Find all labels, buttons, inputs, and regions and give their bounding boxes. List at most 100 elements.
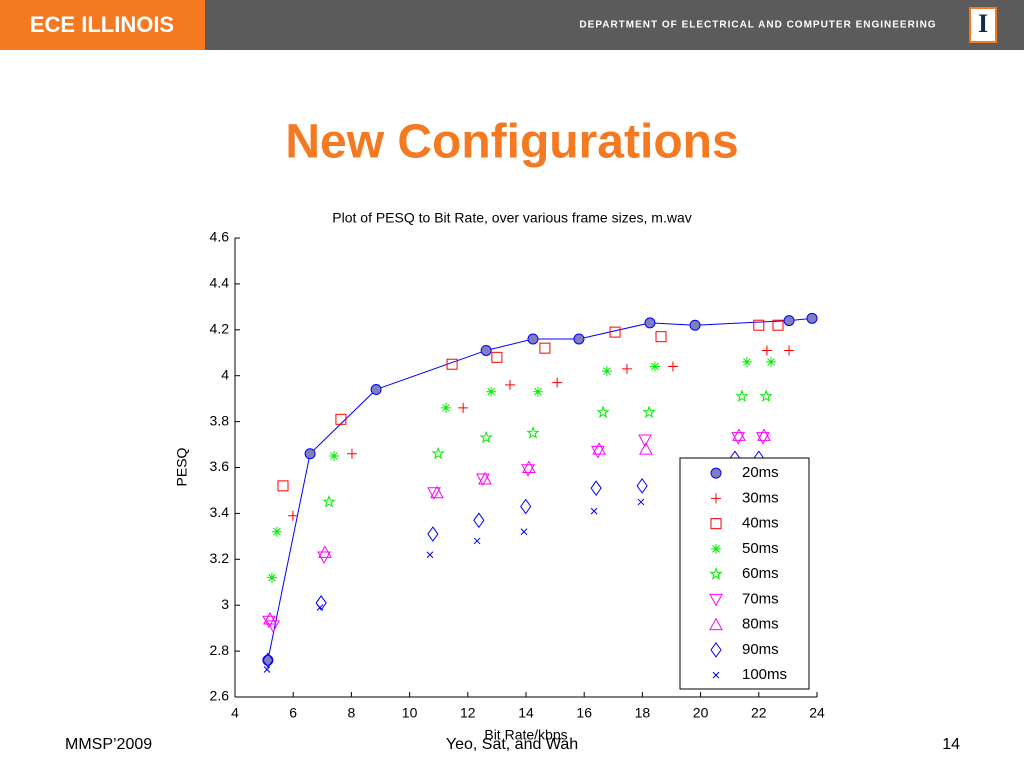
marker (601, 366, 612, 377)
marker (335, 413, 347, 425)
legend-label: 30ms (742, 489, 779, 506)
marker (263, 611, 277, 625)
marker (609, 326, 621, 338)
marker (552, 377, 563, 388)
footer-center: Yeo, Sat, and Wah (446, 736, 578, 753)
marker (592, 442, 606, 455)
marker (318, 545, 332, 558)
header-bar (205, 0, 1024, 50)
y-tick-label: 2.8 (210, 642, 230, 658)
chart-title: Plot of PESQ to Bit Rate, over various f… (332, 210, 691, 226)
footer-left: MMSP’2009 (65, 736, 152, 753)
legend-marker (710, 467, 722, 479)
marker (266, 620, 280, 633)
marker (573, 333, 585, 345)
marker (480, 344, 492, 356)
marker (504, 379, 515, 390)
legend-marker (709, 617, 723, 631)
marker (741, 356, 752, 367)
y-tick-label: 3.4 (210, 504, 230, 520)
slide-title: New Configurations (285, 116, 738, 169)
marker (304, 448, 316, 460)
marker (642, 405, 656, 419)
y-tick-label: 2.6 (210, 688, 230, 704)
marker (316, 604, 324, 611)
marker (315, 595, 327, 611)
marker (473, 537, 481, 545)
marker (521, 464, 535, 477)
marker (772, 319, 784, 331)
marker (621, 363, 632, 374)
legend-marker (710, 642, 722, 658)
marker (522, 460, 536, 473)
marker (426, 551, 434, 559)
x-tick-label: 4 (231, 705, 239, 721)
marker (756, 432, 770, 445)
legend-marker (709, 567, 723, 580)
marker (271, 526, 282, 537)
marker (590, 507, 598, 515)
marker (689, 319, 701, 331)
x-tick-label: 10 (402, 705, 418, 721)
marker (262, 652, 274, 669)
marker (783, 315, 795, 327)
footer-right: 14 (942, 736, 960, 753)
marker (759, 389, 773, 403)
marker (655, 331, 667, 343)
marker (761, 345, 772, 356)
marker (262, 615, 276, 629)
marker (431, 446, 445, 460)
marker (735, 389, 749, 403)
marker (266, 572, 277, 583)
marker (479, 430, 493, 444)
marker (473, 512, 485, 529)
x-tick-label: 24 (809, 705, 825, 721)
x-tick-label: 18 (635, 705, 651, 721)
x-tick-label: 6 (289, 705, 297, 721)
department: DEPARTMENT OF ELECTRICAL AND COMPUTER EN… (579, 20, 936, 31)
marker (636, 477, 648, 494)
marker (277, 480, 289, 492)
legend-marker (711, 543, 721, 554)
series-line (267, 317, 813, 661)
x-axis-label: Bit Rate/kbps (484, 727, 567, 743)
marker (753, 319, 765, 331)
marker (732, 428, 746, 441)
x-tick-label: 20 (693, 705, 709, 721)
marker (370, 383, 382, 395)
y-tick-label: 3 (221, 596, 229, 612)
marker (757, 428, 771, 441)
y-axis-label: PESQ (174, 447, 190, 486)
marker (649, 361, 660, 372)
marker (520, 498, 532, 515)
marker (532, 386, 543, 397)
x-tick-label: 8 (348, 705, 356, 721)
y-tick-label: 3.8 (210, 412, 230, 428)
marker (638, 434, 652, 448)
legend-marker (712, 671, 720, 679)
legend-label: 90ms (742, 641, 779, 658)
y-tick-label: 4.2 (210, 321, 230, 337)
marker (639, 442, 653, 455)
y-tick-label: 4.6 (210, 229, 230, 245)
marker (346, 448, 357, 459)
marker (806, 312, 818, 324)
legend-box (679, 457, 810, 690)
marker (476, 473, 490, 487)
legend-marker (710, 518, 722, 530)
legend-marker (711, 493, 721, 504)
legend-label: 100ms (742, 666, 787, 683)
marker (527, 333, 539, 345)
logo-box (0, 0, 205, 50)
marker (427, 487, 441, 500)
x-tick-label: 14 (518, 705, 534, 721)
legend-label: 40ms (742, 515, 779, 532)
legend-label: 80ms (742, 616, 779, 633)
x-tick-label: 16 (576, 705, 592, 721)
marker (262, 654, 274, 666)
legend-label: 20ms (742, 464, 779, 481)
y-tick-label: 3.6 (210, 458, 230, 474)
logo: ECE ILLINOIS (30, 12, 174, 37)
legend-label: 50ms (742, 540, 779, 557)
